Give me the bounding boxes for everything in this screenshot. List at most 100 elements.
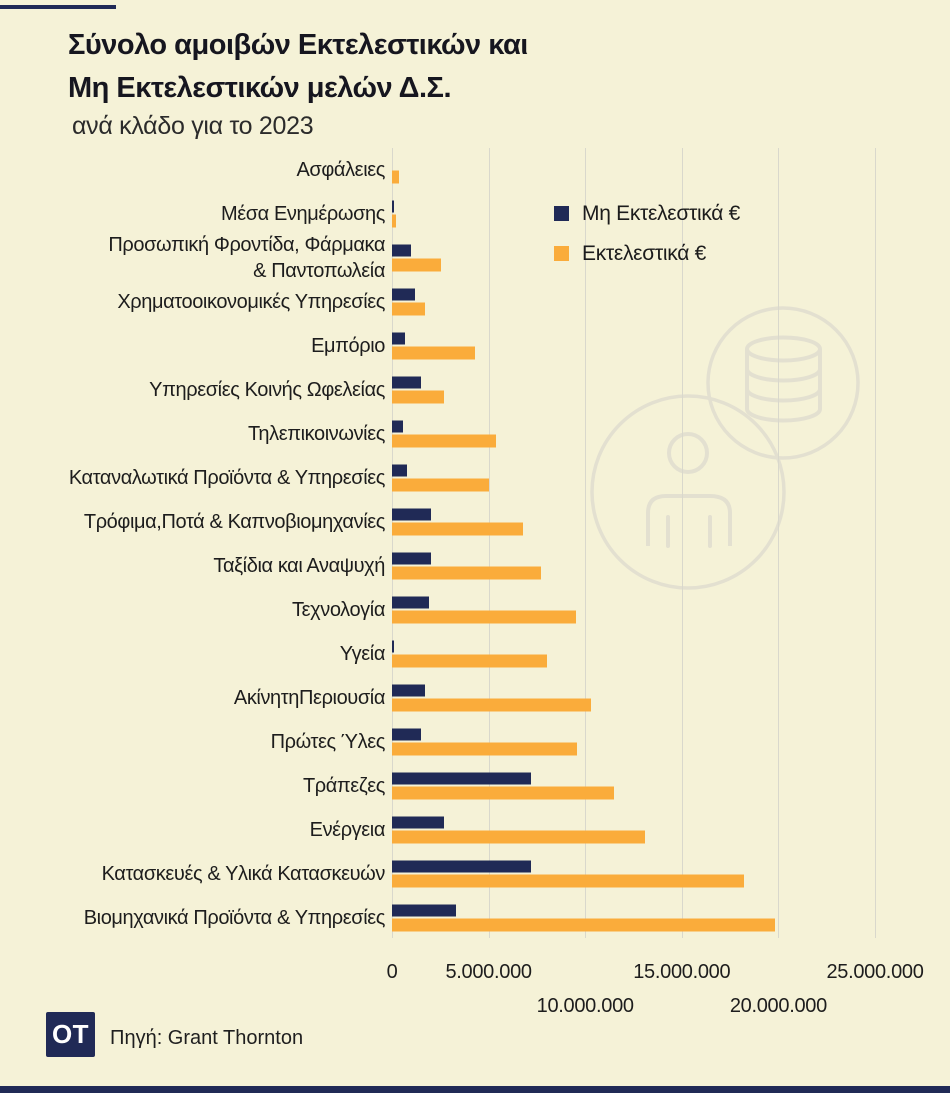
x-tick-label: 20.000.000 [729, 995, 827, 1017]
bar-group [392, 728, 578, 756]
bar-non-executive [392, 244, 412, 257]
bar-executive [392, 874, 744, 888]
gridline [488, 148, 490, 938]
bar-group [392, 552, 541, 580]
bar-non-executive [392, 640, 394, 653]
category-row: Χρηματοοικονομικές Υπηρεσίες [0, 280, 950, 324]
category-label: Χρηματοοικονομικές Υπηρεσίες [117, 291, 385, 313]
bar-executive [392, 830, 646, 844]
chart-subtitle: ανά κλάδο για το 2023 [72, 112, 314, 140]
bar-group [392, 464, 489, 492]
bar-group [392, 508, 524, 536]
legend-label: Μη Εκτελεστικά € [582, 202, 741, 225]
category-label: Υπηρεσίες Κοινής Ωφελείας [149, 379, 385, 401]
legend-item: Μη Εκτελεστικά € [554, 202, 740, 226]
coins-icon [706, 306, 860, 460]
category-label: Τρόφιμα,Ποτά & Καπνοβιομηχανίες [83, 511, 386, 533]
category-row: Ενέργεια [0, 808, 950, 852]
bar-non-executive [392, 728, 421, 741]
bar-non-executive [392, 816, 445, 829]
source-text: Πηγή: Grant Thornton [110, 1027, 304, 1049]
bar-non-executive [392, 332, 405, 345]
bar-executive [392, 918, 775, 932]
bar-non-executive [392, 552, 431, 565]
bar-group [392, 420, 497, 448]
bar-executive [392, 434, 497, 448]
chart-title: Σύνολο αμοιβών Εκτελεστικών και Μη Εκτελ… [68, 29, 528, 104]
category-row: Τράπεζες [0, 764, 950, 808]
x-tick-label: 10.000.000 [536, 995, 634, 1017]
bar-group [392, 332, 476, 360]
bar-non-executive [392, 200, 394, 213]
legend-label: Εκτελεστικά € [582, 242, 706, 265]
bar-group [392, 772, 615, 800]
bar-non-executive [392, 860, 532, 873]
category-row: Βιομηχανικά Προϊόντα & Υπηρεσίες [0, 896, 950, 940]
legend-item: Εκτελεστικά € [554, 242, 740, 266]
bar-non-executive [392, 376, 421, 389]
bar-executive [392, 170, 399, 184]
x-tick-label: 0 [386, 961, 398, 983]
bar-executive [392, 214, 396, 228]
bar-executive [392, 654, 547, 668]
bar-non-executive [392, 420, 403, 433]
bar-non-executive [392, 464, 408, 477]
gridline [681, 148, 683, 938]
legend-swatch [554, 246, 569, 261]
bar-non-executive [392, 772, 532, 785]
gridline [585, 148, 587, 938]
category-row: Υγεία [0, 632, 950, 676]
bar-group [392, 684, 591, 712]
bar-executive [392, 698, 591, 712]
bar-group [392, 816, 646, 844]
category-label: Κατασκευές & Υλικά Κατασκευών [101, 863, 386, 885]
bar-non-executive [392, 684, 425, 697]
category-row: Πρώτες Ύλες [0, 720, 950, 764]
category-row: Ταξίδια και Αναψυχή [0, 544, 950, 588]
category-row: Καταναλωτικά Προϊόντα & Υπηρεσίες [0, 456, 950, 500]
bar-executive [392, 566, 541, 580]
bar-non-executive [392, 288, 416, 301]
category-label: Ενέργεια [309, 819, 386, 841]
bar-executive [392, 302, 425, 316]
bar-executive [392, 258, 442, 272]
category-row: Κατασκευές & Υλικά Κατασκευών [0, 852, 950, 896]
category-label: Ασφάλειες [296, 159, 385, 181]
legend-swatch [554, 206, 569, 221]
bar-executive [392, 610, 576, 624]
bar-group [392, 860, 744, 888]
category-label: Πρώτες Ύλες [270, 731, 386, 753]
bar-group [392, 904, 775, 932]
category-row: Εμπόριο [0, 324, 950, 368]
gridline [392, 148, 393, 938]
bar-group [392, 376, 445, 404]
category-row: ΑκίνητηΠεριουσία [0, 676, 950, 720]
category-label: Τράπεζες [302, 775, 385, 797]
category-label: Ταξίδια και Αναψυχή [213, 555, 385, 577]
category-row: Τεχνολογία [0, 588, 950, 632]
bar-non-executive [392, 508, 431, 521]
bar-group [392, 640, 547, 668]
bar-executive [392, 346, 476, 360]
bar-executive [392, 478, 489, 492]
bottom-accent-bar [0, 1086, 950, 1093]
category-row: Ασφάλειες [0, 148, 950, 192]
gridline [778, 148, 780, 938]
category-label: Υγεία [339, 643, 386, 665]
bar-executive [392, 786, 615, 800]
bar-group [392, 596, 576, 624]
x-tick-label: 5.000.000 [445, 961, 532, 983]
bar-group [392, 200, 396, 228]
bar-chart: Ασφάλειες Μέσα Ενημέρωσης Προσωπική Φροντί… [0, 148, 950, 940]
category-label: Τεχνολογία [291, 599, 385, 621]
bar-executive [392, 742, 578, 756]
category-row: Τρόφιμα,Ποτά & Καπνοβιομηχανίες [0, 500, 950, 544]
bar-executive [392, 390, 445, 404]
category-row: Τηλεπικοινωνίες [0, 412, 950, 456]
category-label: Μέσα Ενημέρωσης [220, 203, 385, 225]
person-icon [590, 394, 786, 590]
category-label: ΑκίνητηΠεριουσία [233, 687, 386, 709]
category-label: Προσωπική Φροντίδα, Φάρμακα & Παντοπωλεί… [108, 234, 385, 282]
category-label: Τηλεπικοινωνίες [248, 423, 385, 445]
top-accent-line [0, 5, 116, 9]
